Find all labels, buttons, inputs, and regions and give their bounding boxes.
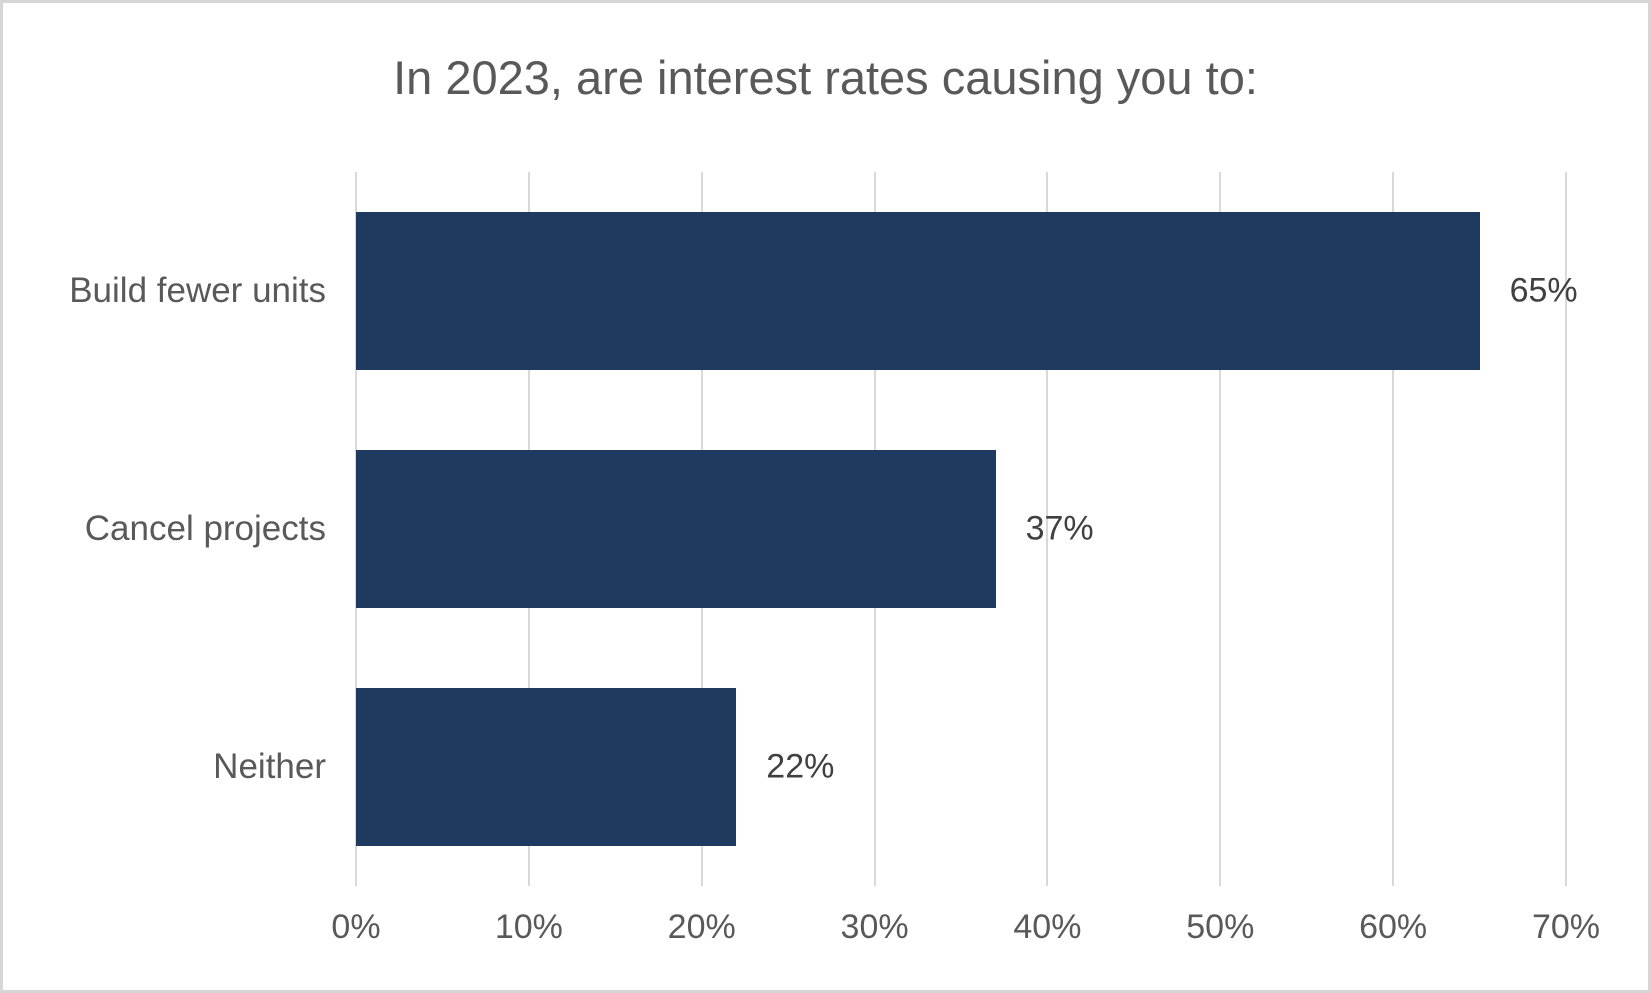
x-tick-label: 40% xyxy=(1013,908,1082,946)
x-tick-label: 20% xyxy=(667,908,736,946)
x-tick-label: 60% xyxy=(1359,908,1428,946)
x-tick-label: 30% xyxy=(840,908,909,946)
bar-cancel-projects xyxy=(356,449,996,609)
category-label: Cancel projects xyxy=(84,509,326,548)
x-tick-label: 10% xyxy=(494,908,563,946)
plot-area xyxy=(355,172,1567,886)
x-tick-label: 50% xyxy=(1186,908,1255,946)
gridline-60% xyxy=(1392,172,1395,886)
data-label: 37% xyxy=(1025,509,1094,548)
gridline-70% xyxy=(1565,172,1567,886)
x-tick-label: 70% xyxy=(1531,908,1601,946)
bar-neither xyxy=(356,687,737,847)
data-label: 65% xyxy=(1509,271,1578,310)
data-label: 22% xyxy=(766,747,835,786)
gridline-50% xyxy=(1219,172,1222,886)
category-label: Build fewer units xyxy=(69,271,326,310)
chart-title: In 2023, are interest rates causing you … xyxy=(393,51,1258,104)
x-tick-label: 0% xyxy=(331,908,381,946)
bar-build-fewer-units xyxy=(356,211,1480,371)
category-label: Neither xyxy=(213,747,326,786)
gridline-40% xyxy=(1046,172,1049,886)
